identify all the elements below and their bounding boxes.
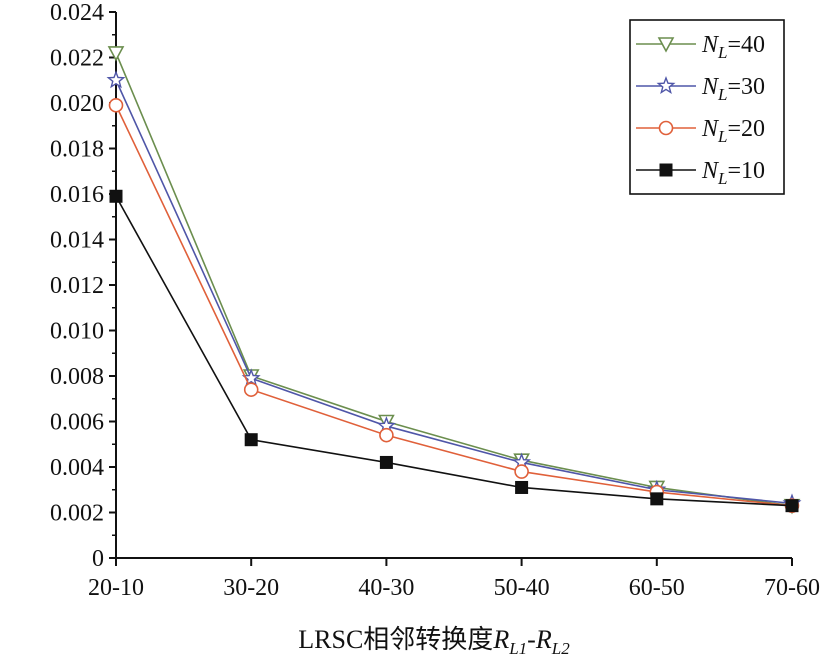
data-point (379, 427, 394, 443)
legend-item: NL=40 (636, 32, 765, 62)
data-point (379, 455, 393, 469)
y-tick-label: 0.004 (50, 455, 104, 481)
x-axis-title: LRSC相邻转换度RL1-RL2 (298, 625, 570, 658)
x-tick-label: 70-60 (764, 575, 820, 601)
y-tick-label: 0.020 (50, 91, 104, 117)
series-line (115, 104, 793, 507)
x-axis: 20-10 30-20 40-30 50-40 60-50 70-60 (88, 557, 820, 601)
legend-box (629, 19, 785, 195)
y-tick-label: 0.024 (50, 0, 104, 26)
x-tick-label: 40-30 (358, 575, 414, 601)
x-axis-title-dash: - (527, 625, 536, 654)
series-line (115, 79, 793, 505)
y-tick-label: 0.014 (50, 228, 104, 254)
series-line (115, 195, 793, 507)
legend: NL=40 NL=30 NL=20 NL=10 (629, 19, 785, 195)
data-point (515, 480, 529, 494)
y-tick-label: 0.022 (50, 46, 104, 72)
data-point (107, 46, 125, 62)
x-axis-title-r1: R (492, 625, 509, 654)
legend-item: NL=20 (636, 116, 765, 146)
data-point (244, 433, 258, 447)
y-tick-label: 0.016 (50, 182, 104, 208)
y-tick-label: 0 (92, 546, 104, 572)
y-axis: 0 0.002 0.004 0.006 0.008 0.010 0.012 0.014 0.01… (50, 0, 117, 572)
data-point (108, 97, 124, 113)
data-point (243, 382, 259, 397)
legend-marker (659, 163, 673, 177)
legend-item: NL=10 (636, 158, 765, 188)
legend-marker (658, 120, 674, 136)
legend-label: NL=20 (701, 116, 765, 146)
y-tick-label: 0.008 (50, 364, 104, 390)
series-10 (109, 189, 799, 513)
x-tick-label: 30-20 (223, 575, 279, 601)
series-line (115, 52, 793, 507)
data-point (241, 368, 261, 387)
legend-label: NL=30 (701, 74, 765, 104)
data-point (109, 189, 123, 203)
legend-item: NL=30 (636, 74, 765, 104)
y-tick-label: 0.006 (50, 410, 104, 436)
legend-marker (656, 76, 676, 95)
data-point (650, 492, 664, 506)
y-tick-label: 0.002 (50, 501, 104, 527)
y-tick-label: 0.012 (50, 273, 104, 299)
x-tick-label: 50-40 (494, 575, 550, 601)
x-axis-title-main: LRSC相邻转换度 (298, 625, 493, 654)
x-axis-title-r2: R (535, 625, 552, 654)
x-tick-label: 60-50 (629, 575, 685, 601)
data-point (106, 70, 126, 89)
x-axis-title-sub1: L1 (508, 639, 527, 658)
series-layer (106, 46, 802, 515)
x-axis-title-sub2: L2 (551, 639, 570, 658)
x-tick-label: 20-10 (88, 575, 144, 601)
legend-marker (657, 37, 675, 53)
legend-label: NL=40 (701, 32, 765, 62)
data-point (514, 464, 529, 479)
data-point (785, 499, 799, 513)
y-tick-label: 0.018 (50, 137, 104, 163)
legend-label: NL=10 (701, 158, 765, 188)
y-tick-label: 0.010 (50, 319, 104, 345)
